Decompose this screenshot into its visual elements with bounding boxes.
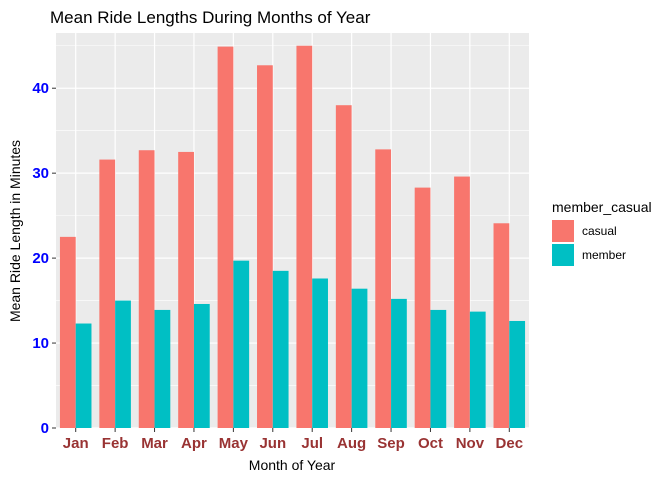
bar-casual-jul	[296, 45, 313, 428]
bar-member-jul	[312, 278, 328, 428]
x-tick-label: Jan	[63, 435, 89, 452]
bar-casual-feb	[99, 159, 116, 428]
bars	[59, 45, 526, 429]
bar-member-sep	[391, 298, 407, 428]
x-tick-label: Feb	[102, 435, 129, 452]
bar-member-nov	[469, 311, 486, 428]
legend: member_casual casual member	[552, 199, 652, 266]
y-tick-label: 0	[41, 420, 49, 437]
y-axis-title: Mean Ride Length in Minutes	[7, 140, 23, 322]
bar-casual-oct	[414, 187, 431, 428]
bar-member-feb	[115, 300, 131, 428]
bar-casual-mar	[138, 150, 155, 428]
x-axis-ticks: Jan Feb Mar Apr May Jun Jul Aug Sep Oct Nov Dec	[63, 428, 523, 452]
x-tick-label: Sep	[377, 435, 405, 452]
bar-member-jun	[272, 270, 289, 428]
legend-label-casual: casual	[582, 224, 617, 238]
y-axis-ticks: 0 10 20 30 40	[32, 80, 56, 437]
bar-member-apr	[193, 303, 210, 428]
x-tick-label: Apr	[181, 435, 207, 452]
bar-member-jan	[75, 323, 92, 428]
x-tick-label: Dec	[496, 435, 524, 452]
x-axis-title: Month of Year	[249, 457, 336, 473]
bar-casual-dec	[493, 223, 510, 428]
legend-title: member_casual	[552, 199, 652, 215]
bar-member-dec	[509, 320, 526, 428]
bar-casual-jan	[59, 236, 76, 428]
legend-key-casual	[552, 220, 574, 242]
legend-key-member	[552, 244, 574, 266]
bar-member-may	[233, 260, 250, 428]
bar-casual-sep	[375, 149, 392, 428]
y-tick-label: 10	[32, 335, 49, 352]
bar-casual-may	[217, 46, 234, 428]
legend-label-member: member	[582, 248, 626, 262]
x-tick-label: Jun	[259, 435, 286, 452]
x-tick-label: Aug	[337, 435, 366, 452]
x-tick-label: Jul	[301, 435, 323, 452]
bar-casual-nov	[454, 176, 470, 428]
bar-casual-jun	[257, 65, 273, 428]
x-tick-label: Nov	[456, 435, 485, 452]
chart-title: Mean Ride Lengths During Months of Year	[50, 8, 371, 27]
bar-member-oct	[430, 309, 447, 428]
plot-panel	[56, 33, 529, 428]
x-tick-label: May	[219, 435, 249, 452]
bar-member-mar	[154, 309, 171, 428]
x-tick-label: Oct	[418, 435, 443, 452]
y-tick-label: 30	[32, 165, 49, 182]
y-tick-label: 20	[32, 250, 49, 267]
bar-casual-aug	[335, 105, 352, 429]
y-tick-label: 40	[32, 80, 49, 97]
bar-member-aug	[351, 288, 368, 428]
bar-casual-apr	[178, 151, 194, 428]
x-tick-label: Mar	[141, 435, 168, 452]
